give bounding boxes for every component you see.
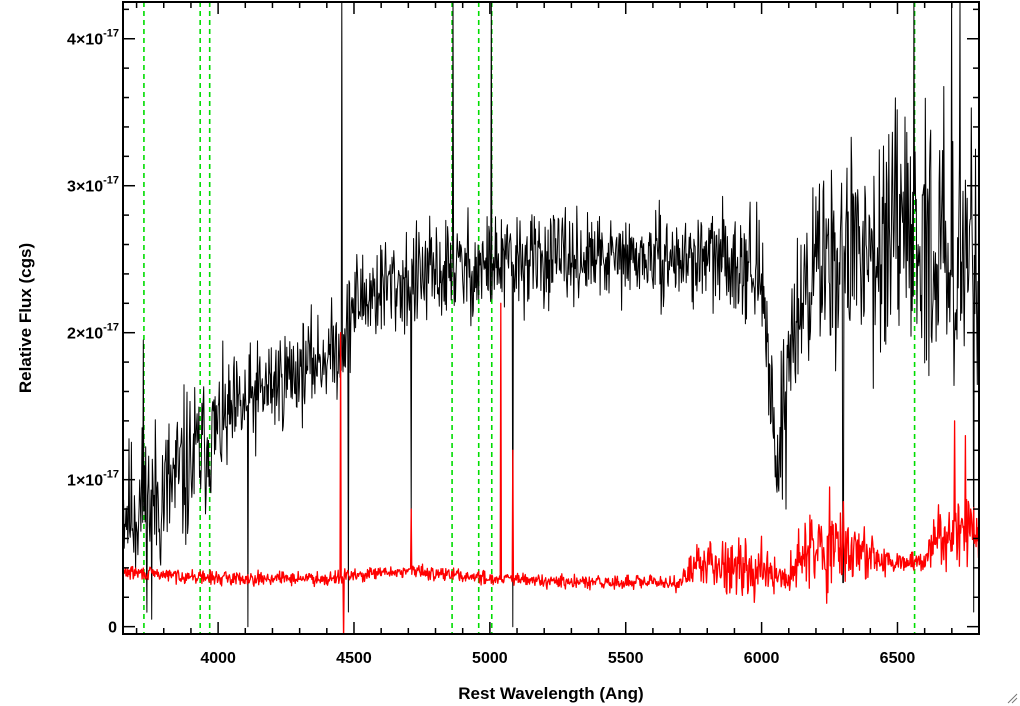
- x-tick-label: 4000: [200, 650, 236, 667]
- spectrum-line: [123, 302, 979, 634]
- resize-grip-icon[interactable]: [1006, 692, 1018, 704]
- y-tick-label: 0: [108, 620, 117, 637]
- x-tick-label: 5000: [472, 650, 508, 667]
- x-tick-label: 5500: [608, 650, 644, 667]
- emission-line-markers: [143, 2, 916, 634]
- spectrum-line: [123, 2, 979, 628]
- y-tick-label: 4×10-17: [67, 28, 119, 49]
- x-axis-ticks: 4000 4500 5000 5500 6000 6500: [135, 2, 980, 667]
- x-axis-title: Rest Wavelength (Ang): [458, 684, 643, 703]
- spectrum-series: [123, 2, 979, 634]
- y-axis-title: Relative Flux (cgs): [16, 243, 35, 393]
- x-tick-label: 6500: [880, 650, 916, 667]
- y-tick-label: 1×10-17: [67, 469, 119, 490]
- plot-axes: [122, 1, 980, 635]
- y-axis-ticks: 0 1×10-17 2×10-17 3×10-17 4×10-17: [67, 8, 979, 637]
- x-tick-label: 6000: [744, 650, 780, 667]
- y-tick-label: 2×10-17: [67, 322, 119, 343]
- plot-frame: [122, 1, 980, 635]
- y-tick-label: 3×10-17: [67, 175, 119, 196]
- x-tick-label: 4500: [336, 650, 372, 667]
